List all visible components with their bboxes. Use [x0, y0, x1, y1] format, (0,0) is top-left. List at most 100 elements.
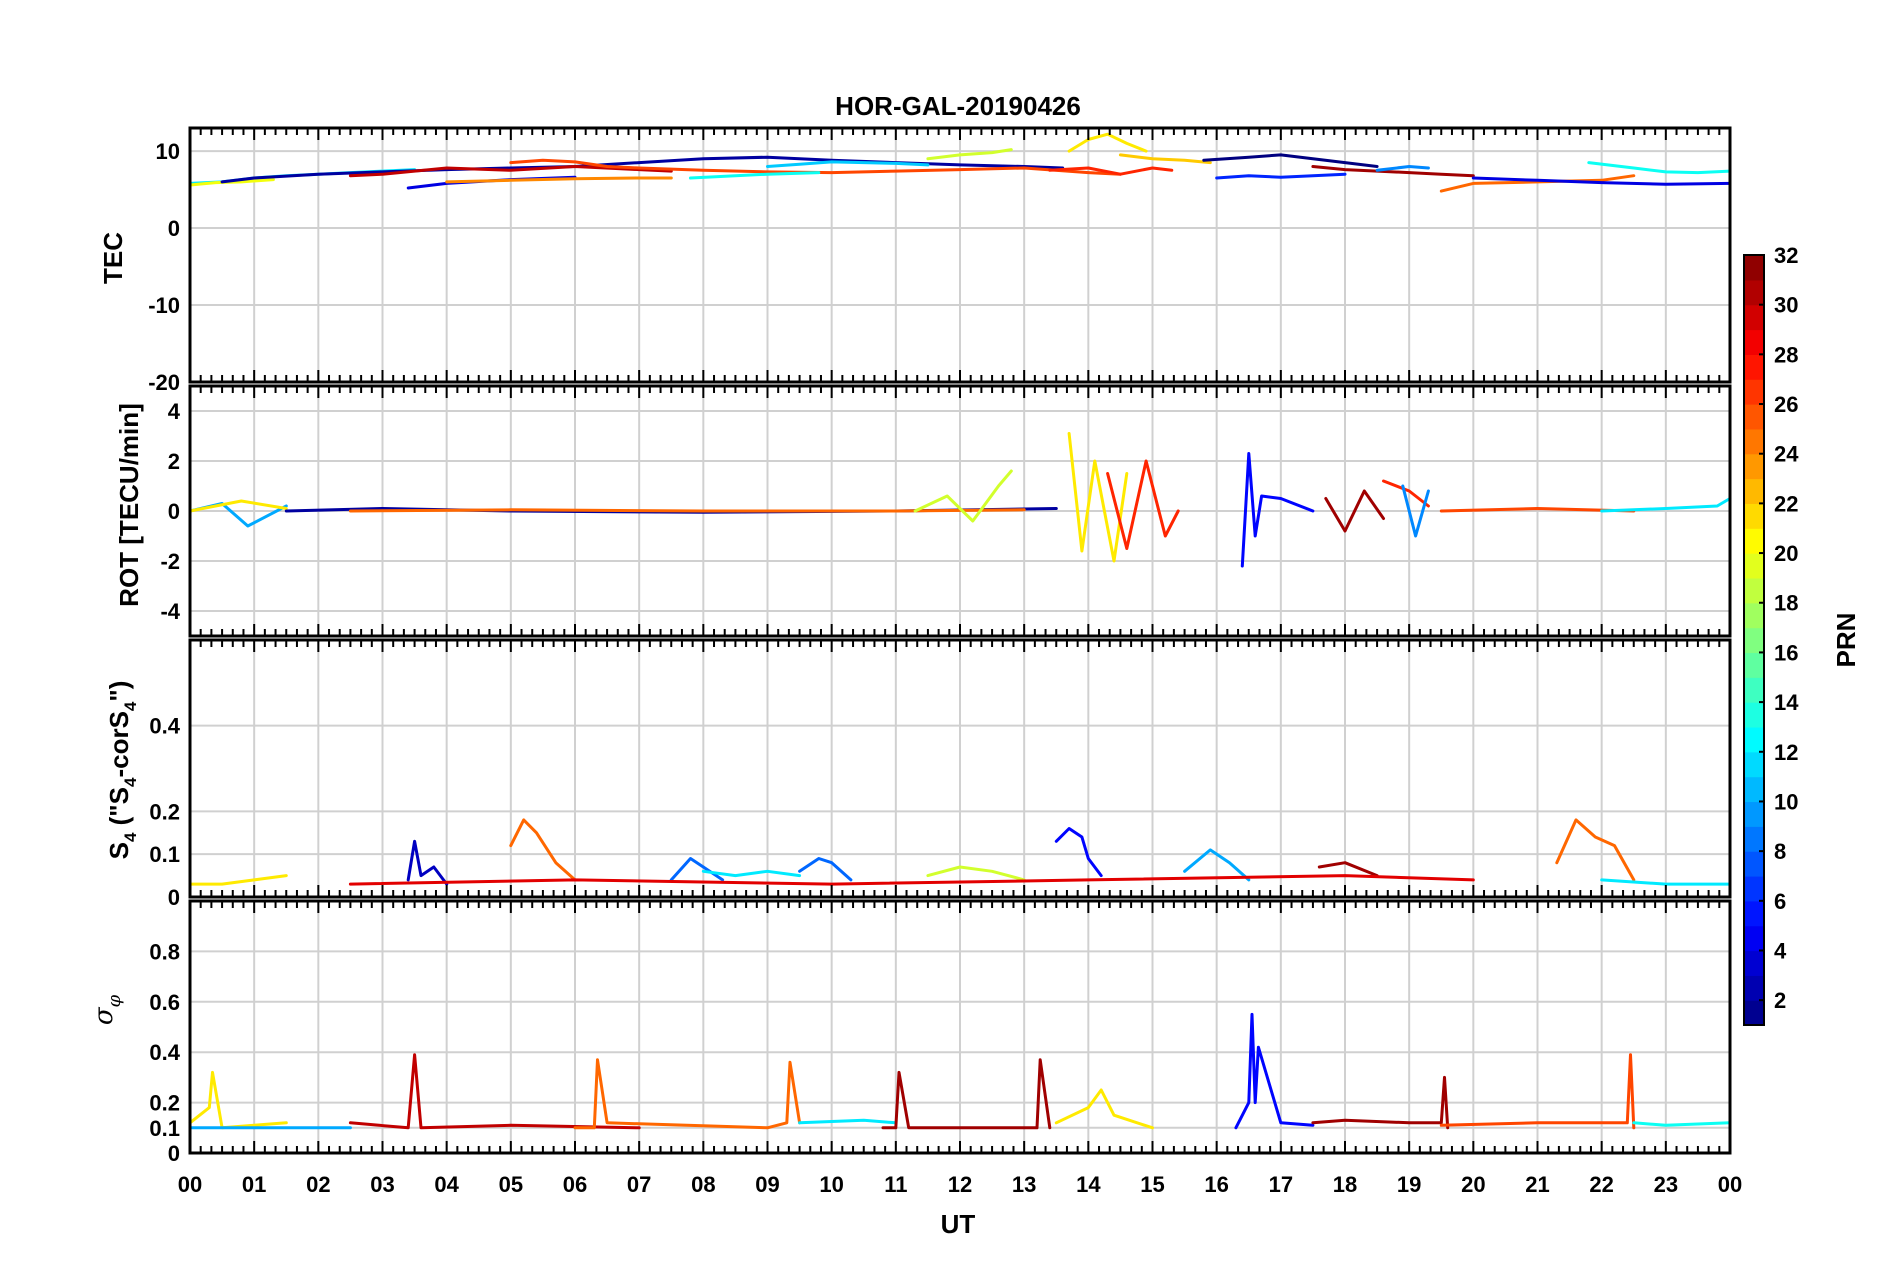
series-prn-31 [1311, 165, 1475, 178]
colorbar-tick-label: 6 [1774, 889, 1786, 914]
x-tick-label: 20 [1461, 1172, 1485, 1197]
x-tick-label: 06 [563, 1172, 587, 1197]
series-prn-10 [1183, 848, 1251, 882]
series-prn-12 [1600, 497, 1732, 513]
series-prn-19 [926, 148, 1013, 161]
colorbar-tick-label: 4 [1774, 938, 1787, 963]
colorbar-tick-label: 28 [1774, 342, 1798, 367]
x-tick-label: 11 [884, 1172, 907, 1197]
tec-panel: 10 0 -10 -20 [148, 126, 1732, 395]
series-prn-25 [1439, 174, 1636, 193]
colorbar-tick-label: 30 [1774, 293, 1798, 318]
colorbar-band [1744, 726, 1764, 753]
x-tick-label: 04 [434, 1172, 459, 1197]
colorbar-band [1744, 776, 1764, 803]
colorbar-band [1744, 503, 1764, 529]
y-tick-label: 0 [168, 216, 180, 241]
x-axis-label: UT [941, 1209, 976, 1239]
series-prn-21 [188, 499, 288, 513]
series-prn-21 [1067, 132, 1148, 153]
colorbar-band [1744, 851, 1764, 877]
s4-panel: 0.4 0.2 0.1 0 [149, 638, 1732, 910]
y-tick-label: 10 [156, 139, 180, 164]
colorbar-band [1744, 379, 1764, 405]
rot-panel: 4 2 0 -2 -4 [160, 384, 1732, 638]
colorbar-band [1744, 950, 1764, 976]
series-prn-27 [1106, 459, 1180, 550]
y-tick-label: 0.1 [149, 1116, 180, 1141]
x-tick-labels: 00 01 02 03 04 05 06 07 08 09 10 11 12 13 14 15 16 17 18 19… [178, 1172, 1742, 1197]
colorbar-tick-label: 24 [1774, 442, 1799, 467]
colorbar-band [1744, 528, 1764, 554]
colorbar-band [1744, 652, 1764, 678]
series-prn-29 [348, 874, 1475, 886]
colorbar-band [1744, 751, 1764, 778]
colorbar-band [1744, 1000, 1764, 1026]
y-tick-label: 0.8 [149, 939, 180, 964]
y-tick-label: 2 [168, 449, 180, 474]
series-prn-26 [1439, 1053, 1636, 1130]
y-tick-label: -20 [148, 370, 180, 395]
y-tick-label: 0.6 [149, 990, 180, 1015]
colorbar-tick-label: 32 [1774, 243, 1798, 268]
colorbar-band [1744, 826, 1764, 852]
y-axis-labels: TEC ROT [TECU/min] S4 ("S4-corS4") σφ [89, 232, 144, 1025]
x-tick-label: 15 [1140, 1172, 1164, 1197]
colorbar-band [1744, 975, 1764, 1001]
colorbar-band [1744, 702, 1764, 728]
colorbar-tick-label: 10 [1774, 789, 1798, 814]
series-prn-5 [1240, 452, 1315, 568]
colorbar-tick-label: 2 [1774, 988, 1786, 1013]
series-prn-30 [348, 165, 673, 178]
series-prn-11 [766, 160, 930, 168]
x-tick-label: 00 [178, 1172, 202, 1197]
series-prn-6 [1215, 172, 1347, 180]
colorbar-band [1744, 677, 1764, 703]
y-tick-label: 0.4 [149, 714, 180, 739]
series-prn-9 [1401, 484, 1430, 538]
x-tick-label: 10 [819, 1172, 843, 1197]
colorbar-tick-label: 8 [1774, 839, 1786, 864]
x-tick-label: 13 [1012, 1172, 1036, 1197]
colorbar-tick-label: 22 [1774, 491, 1798, 516]
colorbar-tick-label: 16 [1774, 640, 1798, 665]
y-tick-label: -10 [148, 293, 180, 318]
colorbar-band [1744, 875, 1764, 902]
series-prn-13 [1632, 1121, 1732, 1127]
series-prn-12 [1600, 878, 1732, 886]
series-prn-12 [798, 1118, 898, 1125]
minor-ticks [189, 128, 1731, 382]
colorbar-tick-label: 14 [1774, 690, 1799, 715]
colorbar-band [1744, 801, 1764, 827]
colorbar-band [1744, 404, 1764, 430]
series-prn-31 [881, 1058, 1052, 1130]
colorbar-band [1744, 900, 1764, 927]
sigma-phi-panel: 0.8 0.6 0.4 0.20.10 [149, 899, 1732, 1166]
series-prn-2 [220, 155, 1065, 184]
colorbar-band [1744, 478, 1764, 504]
series-prn-4 [1471, 176, 1732, 186]
series-prn-19 [913, 469, 1013, 523]
y-tick-label: 0.2 [149, 1091, 180, 1116]
series-prn-25 [509, 818, 577, 882]
series-prn-3 [406, 839, 449, 886]
y-tick-label: 0 [168, 885, 180, 910]
colorbar-band [1744, 354, 1764, 380]
minor-ticks [189, 386, 1731, 636]
colorbar-band [1744, 304, 1764, 331]
series-prn-22 [1118, 153, 1212, 165]
series-prn-21 [1054, 1088, 1154, 1130]
colorbar-band [1744, 279, 1764, 306]
series-prn-30 [348, 1053, 641, 1130]
series-prn-5 [1054, 827, 1103, 878]
rot-ylabel: ROT [TECU/min] [114, 403, 144, 607]
colorbar-band [1744, 329, 1764, 355]
series-prn-26 [509, 158, 1122, 176]
series-prn-31 [1324, 489, 1385, 533]
x-tick-label: 08 [691, 1172, 715, 1197]
colorbar-band [1744, 577, 1764, 604]
x-tick-label: 18 [1333, 1172, 1357, 1197]
s4-ylabel: S4 ("S4-corS4") [104, 681, 140, 860]
